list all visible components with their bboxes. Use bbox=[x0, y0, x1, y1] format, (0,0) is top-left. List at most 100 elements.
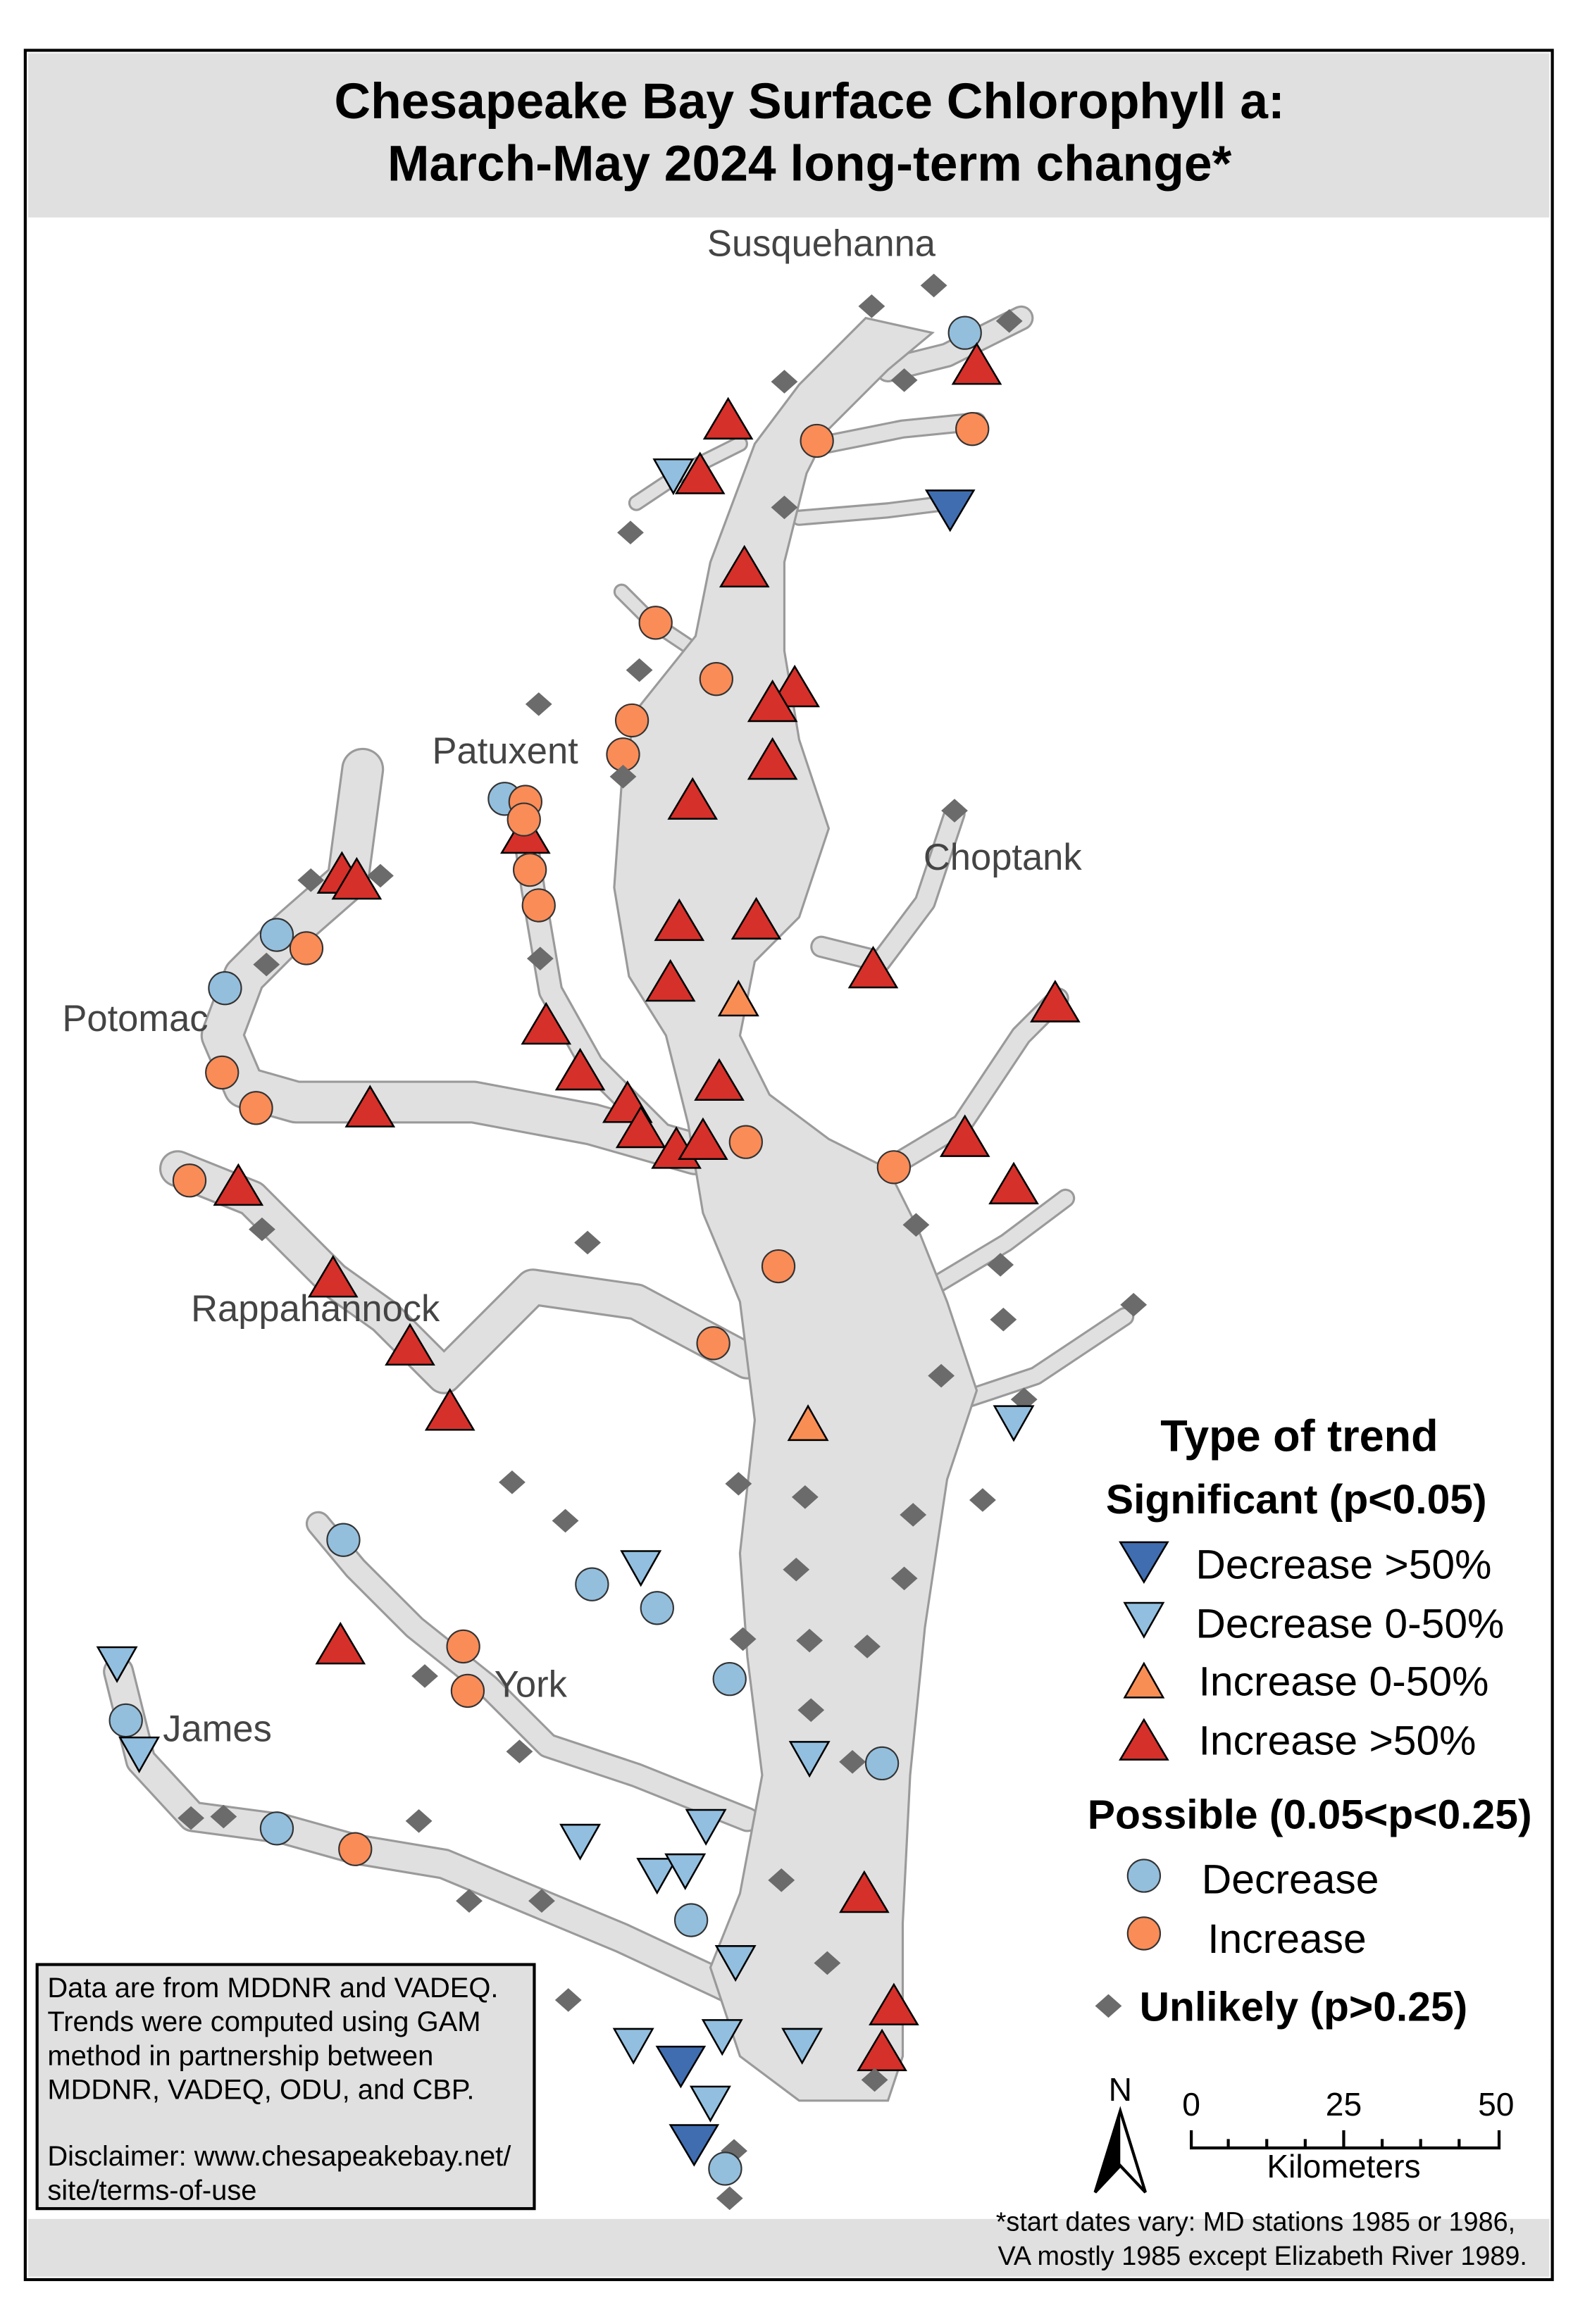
tributary bbox=[925, 1190, 1074, 1295]
tributary bbox=[308, 1513, 758, 1830]
disclaimer-line[interactable]: site/terms-of-use bbox=[47, 2175, 256, 2206]
station-increase-major bbox=[747, 679, 798, 723]
station-unlikely bbox=[814, 1951, 841, 1975]
station-increase-major bbox=[424, 1388, 476, 1431]
station-possible-increase bbox=[800, 423, 834, 458]
station-possible-increase bbox=[506, 802, 541, 837]
station-possible-increase bbox=[289, 931, 324, 966]
legend-label-pi: Increase bbox=[1207, 1916, 1367, 1962]
tributary bbox=[793, 496, 953, 524]
station-unlikely bbox=[928, 1363, 955, 1388]
station-possible-decrease bbox=[108, 1703, 143, 1738]
station-unlikely bbox=[526, 947, 554, 970]
scale-bar: 0 25 50 Kilometers bbox=[1182, 2086, 1514, 2185]
legend-symbol-possible-increase bbox=[1126, 1916, 1162, 1951]
legend-symbol-decrease-major bbox=[1119, 1541, 1169, 1585]
station-markers bbox=[96, 273, 1148, 2211]
north-arrow: N bbox=[1093, 2071, 1147, 2194]
station-unlikely bbox=[854, 1635, 881, 1658]
station-increase-major bbox=[615, 1105, 666, 1149]
station-increase-major bbox=[847, 945, 899, 989]
station-increase-major bbox=[857, 2028, 907, 2072]
station-unlikely bbox=[771, 495, 798, 520]
station-unlikely bbox=[716, 2186, 743, 2211]
station-increase-major bbox=[747, 737, 798, 780]
tributary bbox=[821, 414, 985, 451]
station-decrease-minor bbox=[652, 458, 695, 496]
station-increase-major bbox=[951, 342, 1002, 385]
title-line-1: Chesapeake Bay Surface Chlorophyll a: bbox=[335, 73, 1285, 130]
scale-unit: Kilometers bbox=[1267, 2148, 1420, 2185]
station-possible-increase bbox=[614, 703, 649, 738]
station-increase-major bbox=[719, 544, 770, 588]
river-label-patuxent: Patuxent bbox=[433, 730, 579, 772]
station-decrease-minor bbox=[559, 1823, 602, 1861]
station-possible-decrease bbox=[326, 1523, 361, 1557]
station-decrease-minor bbox=[96, 1646, 138, 1683]
station-unlikely bbox=[552, 1508, 579, 1533]
station-increase-major bbox=[702, 396, 754, 440]
station-increase-major bbox=[554, 1047, 606, 1091]
station-decrease-major bbox=[655, 2045, 707, 2089]
scale-tick-50: 50 bbox=[1478, 2086, 1514, 2123]
legend-symbol-decrease-minor bbox=[1123, 1601, 1165, 1639]
station-increase-minor bbox=[787, 1404, 829, 1442]
station-unlikely bbox=[456, 1889, 483, 1913]
station-increase-major bbox=[1030, 980, 1081, 1023]
info-line: Trends were computed using GAM bbox=[47, 2006, 480, 2037]
station-increase-major bbox=[988, 1161, 1039, 1205]
station-possible-increase bbox=[512, 852, 547, 887]
station-possible-decrease bbox=[673, 1903, 709, 1937]
station-decrease-minor bbox=[664, 1853, 707, 1890]
station-unlikely bbox=[900, 1503, 927, 1527]
station-unlikely bbox=[554, 1988, 582, 2012]
station-decrease-minor bbox=[781, 2028, 823, 2065]
legend-panel bbox=[1077, 1511, 1551, 2059]
station-unlikely bbox=[178, 1806, 205, 1830]
legend: Type of trend Significant (p<0.05) Decre… bbox=[1088, 1412, 1532, 2030]
station-increase-major bbox=[213, 1163, 264, 1206]
info-box: Data are from MDDNR and VADEQ. Trends we… bbox=[35, 1963, 536, 2211]
station-unlikely bbox=[771, 370, 798, 394]
legend-label-d1: Decrease 0-50% bbox=[1195, 1601, 1504, 1647]
legend-symbol-increase-minor bbox=[1123, 1661, 1165, 1699]
legend-label-i2: Increase >50% bbox=[1199, 1718, 1477, 1763]
bay-water bbox=[103, 305, 1135, 2102]
info-line: method in partnership between bbox=[47, 2040, 433, 2071]
station-unlikely bbox=[990, 1307, 1017, 1332]
bay-main-stem bbox=[613, 316, 978, 2102]
station-unlikely bbox=[729, 1627, 757, 1651]
tributary bbox=[202, 749, 715, 1173]
station-possible-increase bbox=[876, 1150, 912, 1185]
legend-possible-heading: Possible (0.05<p<0.25) bbox=[1088, 1792, 1532, 1837]
station-unlikely bbox=[626, 658, 653, 682]
station-possible-decrease bbox=[259, 1811, 294, 1846]
station-increase-major bbox=[869, 1982, 919, 2025]
station-possible-increase bbox=[761, 1249, 796, 1284]
info-line: MDDNR, VADEQ, ODU, and CBP. bbox=[47, 2075, 474, 2106]
station-increase-major bbox=[678, 1117, 728, 1161]
tributary bbox=[877, 307, 1032, 380]
station-unlikely bbox=[528, 1889, 555, 1913]
station-unlikely bbox=[768, 1868, 795, 1892]
station-unlikely bbox=[210, 1804, 237, 1829]
station-possible-increase bbox=[205, 1055, 240, 1090]
tributary bbox=[812, 804, 964, 970]
disclaimer-line[interactable]: Disclaimer: www.chesapeakebay.net/ bbox=[47, 2141, 511, 2172]
legend-significant-heading: Significant (p<0.05) bbox=[1106, 1477, 1487, 1523]
footnote-line-2: VA mostly 1985 except Elizabeth River 19… bbox=[997, 2242, 1527, 2271]
station-possible-decrease bbox=[259, 918, 294, 952]
station-possible-decrease bbox=[947, 316, 982, 350]
station-possible-increase bbox=[239, 1091, 273, 1125]
station-unlikely bbox=[525, 692, 552, 716]
station-unlikely bbox=[617, 520, 644, 545]
station-possible-increase bbox=[450, 1673, 485, 1708]
station-increase-major bbox=[344, 1085, 396, 1127]
station-decrease-minor bbox=[620, 1550, 662, 1587]
station-possible-decrease bbox=[575, 1567, 609, 1601]
station-possible-increase bbox=[638, 606, 673, 640]
station-unlikely bbox=[987, 1253, 1014, 1277]
station-unlikely bbox=[499, 1470, 526, 1494]
tributary bbox=[962, 1309, 1133, 1406]
